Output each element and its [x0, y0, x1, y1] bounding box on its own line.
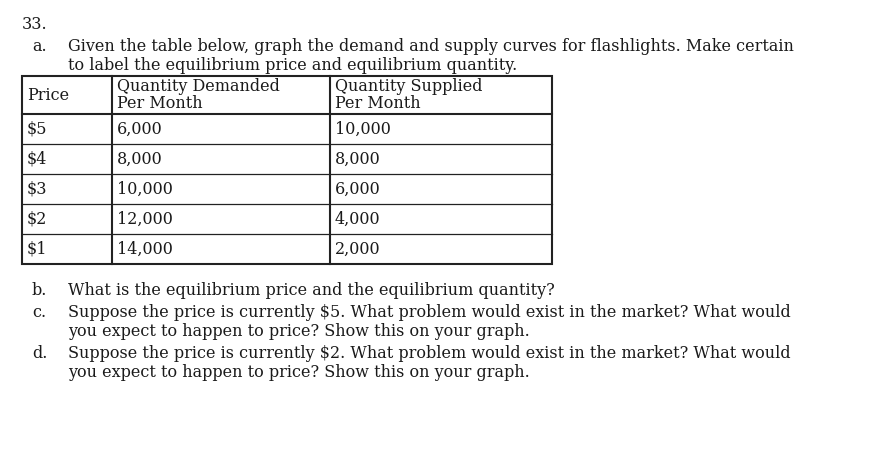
Text: 6,000: 6,000 [335, 180, 380, 197]
Text: Suppose the price is currently $5. What problem would exist in the market? What : Suppose the price is currently $5. What … [68, 304, 790, 321]
Text: c.: c. [32, 304, 46, 321]
Text: 6,000: 6,000 [117, 120, 163, 137]
Text: Per Month: Per Month [335, 95, 420, 112]
Text: $4: $4 [27, 151, 47, 168]
Text: you expect to happen to price? Show this on your graph.: you expect to happen to price? Show this… [68, 323, 530, 340]
Text: 12,000: 12,000 [117, 211, 172, 228]
Bar [22, 76, 552, 264]
Text: Price: Price [27, 87, 69, 104]
Text: Given the table below, graph the demand and supply curves for flashlights. Make : Given the table below, graph the demand … [68, 38, 794, 55]
Text: $1: $1 [27, 240, 47, 257]
Text: 2,000: 2,000 [335, 240, 380, 257]
Text: 10,000: 10,000 [335, 120, 391, 137]
Text: a.: a. [32, 38, 46, 55]
Text: 4,000: 4,000 [335, 211, 380, 228]
Text: $2: $2 [27, 211, 47, 228]
Text: 8,000: 8,000 [117, 151, 163, 168]
Text: Per Month: Per Month [117, 95, 203, 112]
Text: Quantity Demanded: Quantity Demanded [117, 78, 280, 95]
Text: Suppose the price is currently $2. What problem would exist in the market? What : Suppose the price is currently $2. What … [68, 345, 790, 362]
Text: $3: $3 [27, 180, 47, 197]
Text: 10,000: 10,000 [117, 180, 172, 197]
Text: 14,000: 14,000 [117, 240, 172, 257]
Text: Quantity Supplied: Quantity Supplied [335, 78, 483, 95]
Text: 8,000: 8,000 [335, 151, 380, 168]
Text: d.: d. [32, 345, 47, 362]
Text: to label the equilibrium price and equilibrium quantity.: to label the equilibrium price and equil… [68, 57, 517, 74]
Text: What is the equilibrium price and the equilibrium quantity?: What is the equilibrium price and the eq… [68, 282, 555, 299]
Text: you expect to happen to price? Show this on your graph.: you expect to happen to price? Show this… [68, 364, 530, 381]
Text: 33.: 33. [22, 16, 48, 33]
Text: $5: $5 [27, 120, 47, 137]
Text: b.: b. [32, 282, 47, 299]
